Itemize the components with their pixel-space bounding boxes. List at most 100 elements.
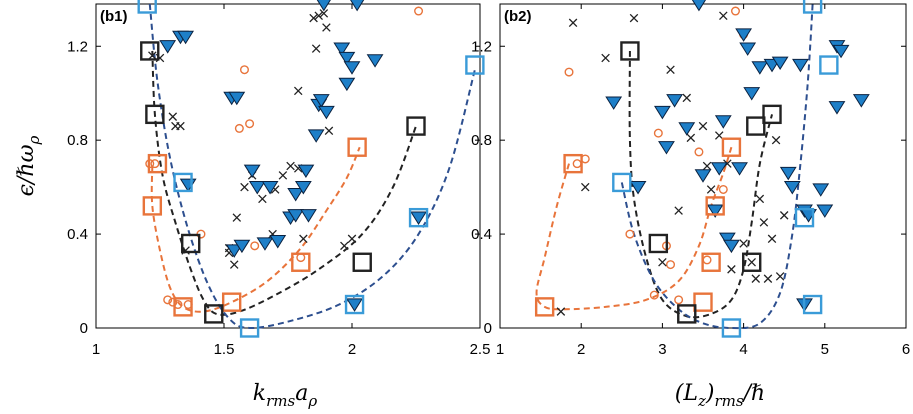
cross-point <box>779 211 789 220</box>
cross-point <box>682 93 692 103</box>
square-point <box>705 196 725 216</box>
square-point <box>620 41 640 61</box>
data-points-b2 <box>534 0 870 338</box>
square-point <box>746 116 766 136</box>
cross-point <box>629 13 639 23</box>
cross-point <box>727 265 736 274</box>
y-axis-title-sub: ρ <box>25 135 43 145</box>
fit-curve <box>620 3 814 330</box>
circle-point <box>674 295 684 305</box>
triangle-point <box>771 56 789 71</box>
circle-point <box>625 229 635 239</box>
fit-curve <box>148 3 476 330</box>
x-tick-label: 5 <box>821 341 829 358</box>
cross-point <box>771 135 781 145</box>
y-tick-label: 0.8 <box>67 132 88 149</box>
triangle-point <box>792 58 809 73</box>
square-point <box>344 294 365 315</box>
data-points-b1 <box>137 0 485 338</box>
x-title-b2-b: ) <box>705 381 715 406</box>
cross-point <box>299 234 308 244</box>
x-title-b2-sub2: rms <box>715 392 744 410</box>
circle-point <box>239 65 249 75</box>
cross-point <box>568 18 578 28</box>
cross-point <box>340 241 349 251</box>
triangle-point <box>225 244 243 258</box>
cross-point <box>719 11 728 20</box>
square-point <box>612 172 632 193</box>
triangle-point <box>731 162 748 176</box>
square-point <box>147 153 168 174</box>
x-tick-label: 2 <box>348 341 356 358</box>
triangle-point <box>718 232 736 247</box>
circle-point <box>414 6 424 16</box>
triangle-point <box>852 94 870 108</box>
y-axis-title: ϵ/ℏωρ <box>14 135 43 196</box>
cross-point <box>763 274 773 283</box>
triangle-point <box>691 0 707 12</box>
triangle-point <box>316 0 331 12</box>
circle-point <box>250 241 260 251</box>
x-tick-label: 6 <box>902 341 910 358</box>
ticks-b1: 1 1.5 2 2.5 0 0.4 0.8 1.2 <box>67 4 490 358</box>
panel-b2: 1 2 3 4 5 6 0 0.4 0.8 1.2 (b2) <box>471 0 910 358</box>
ticks-b2: 1 2 3 4 5 6 0 0.4 0.8 1.2 <box>471 4 910 358</box>
y-tick-label: 0.4 <box>471 226 492 243</box>
triangle-point <box>233 239 251 254</box>
square-point <box>742 252 762 272</box>
x-tick-label: 2 <box>577 341 585 358</box>
cross-point <box>229 260 239 269</box>
square-point <box>802 0 823 14</box>
square-point <box>721 137 742 157</box>
square-point <box>762 104 782 125</box>
triangle-point <box>735 28 753 42</box>
triangle-point <box>312 94 330 108</box>
triangle-point <box>629 181 647 195</box>
circle-point <box>666 260 676 270</box>
triangle-point <box>832 44 850 59</box>
cross-point <box>706 185 716 194</box>
circle-point <box>694 147 704 157</box>
x-title-b2-sub1: z <box>697 392 706 410</box>
panel-label-b2: (b2) <box>504 8 532 25</box>
x-tick-label: 4 <box>739 341 747 358</box>
triangle-point <box>658 141 675 155</box>
cross-point <box>759 218 769 227</box>
triangle-point <box>228 91 246 106</box>
triangle-point <box>300 209 317 223</box>
cross-point <box>739 239 748 248</box>
square-point <box>721 318 742 338</box>
triangle-point <box>287 209 305 223</box>
square-point <box>802 294 823 315</box>
cross-point <box>747 258 756 267</box>
x-tick-label: 1.5 <box>214 341 235 358</box>
x-title-b2-a: (L <box>675 381 698 406</box>
circle-point <box>163 295 173 305</box>
y-tick-label: 0 <box>484 320 492 337</box>
cross-point <box>232 213 242 222</box>
circle-point <box>718 184 728 194</box>
triangle-point <box>307 129 325 143</box>
triangle-point <box>297 164 315 179</box>
square-point <box>352 252 372 272</box>
triangle-point <box>706 204 724 218</box>
x-title-b1-main: k <box>253 381 266 406</box>
triangle-point <box>605 96 623 110</box>
cross-point <box>258 194 267 204</box>
panel-b1: 1 1.5 2 2.5 0 0.4 0.8 1.2 (b1) <box>67 0 490 358</box>
triangle-point <box>338 51 356 66</box>
triangle-point <box>338 77 356 92</box>
square-point <box>181 233 201 254</box>
circle-point <box>234 123 244 133</box>
cross-point <box>314 11 323 20</box>
cross-point <box>666 65 675 74</box>
triangle-point <box>751 61 769 75</box>
triangle-point <box>653 105 671 120</box>
triangle-point <box>159 40 177 54</box>
panel-label-b1: (b1) <box>100 8 128 25</box>
circle-point <box>245 119 255 129</box>
triangle-point <box>333 42 351 56</box>
circle-point <box>150 159 160 169</box>
x-axis-title-b2: (Lz)rms/ℏ <box>675 381 765 410</box>
square-point <box>534 297 555 317</box>
